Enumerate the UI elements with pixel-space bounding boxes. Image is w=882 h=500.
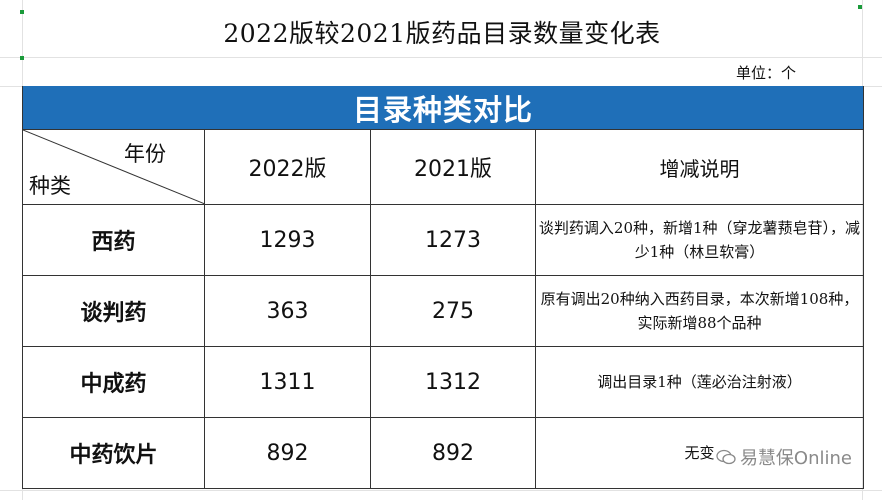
header-year-label: 年份	[124, 142, 166, 166]
table-header-row: 年份 种类 2022版 2021版 增减说明	[22, 129, 864, 205]
cell-marker	[20, 56, 24, 60]
cell-marker	[858, 5, 862, 9]
gridline	[0, 490, 882, 491]
diagonal-line	[23, 130, 205, 204]
page-title: 2022版较2021版药品目录数量变化表	[223, 19, 661, 48]
header-category-label: 种类	[29, 174, 71, 198]
column-header-2022: 2022版	[204, 129, 371, 205]
change-note: 无变	[535, 417, 864, 489]
watermark-text: 易慧保Online	[739, 448, 852, 469]
gridline	[0, 57, 882, 58]
table-row: 中药饮片 892 892 无变	[22, 417, 864, 489]
change-note: 原有调出20种纳入西药目录，本次新增108种，实际新增88个品种	[535, 275, 864, 347]
row-category: 西药	[22, 204, 205, 276]
value-2022: 892	[204, 417, 371, 489]
value-2022: 1293	[204, 204, 371, 276]
watermark: 易慧保Online	[716, 444, 852, 470]
table-row: 谈判药 363 275 原有调出20种纳入西药目录，本次新增108种，实际新增8…	[22, 275, 864, 347]
change-note: 谈判药调入20种，新增1种（穿龙薯蓣皂苷），减少1种（林旦软膏）	[535, 204, 864, 276]
value-2021: 892	[370, 417, 536, 489]
value-2022: 363	[204, 275, 371, 347]
section-banner: 目录种类对比	[22, 86, 864, 129]
column-header-note: 增减说明	[535, 129, 864, 205]
table-row: 西药 1293 1273 谈判药调入20种，新增1种（穿龙薯蓣皂苷），减少1种（…	[22, 204, 864, 276]
diagonal-header-cell: 年份 种类	[22, 129, 205, 205]
row-category: 中药饮片	[22, 417, 205, 489]
column-header-2021: 2021版	[370, 129, 536, 205]
change-note: 调出目录1种（莲必治注射液）	[535, 346, 864, 418]
table-row: 中成药 1311 1312 调出目录1种（莲必治注射液）	[22, 346, 864, 418]
cell-marker	[20, 10, 24, 14]
value-2021: 1312	[370, 346, 536, 418]
unit-label: 单位：个	[735, 64, 796, 82]
value-2021: 1273	[370, 204, 536, 276]
row-category: 中成药	[22, 346, 205, 418]
wechat-icon	[716, 449, 736, 465]
row-category: 谈判药	[22, 275, 205, 347]
value-2021: 275	[370, 275, 536, 347]
value-2022: 1311	[204, 346, 371, 418]
comparison-table: 年份 种类 2022版 2021版 增减说明 西药 1293 1273 谈判药调…	[22, 129, 864, 489]
